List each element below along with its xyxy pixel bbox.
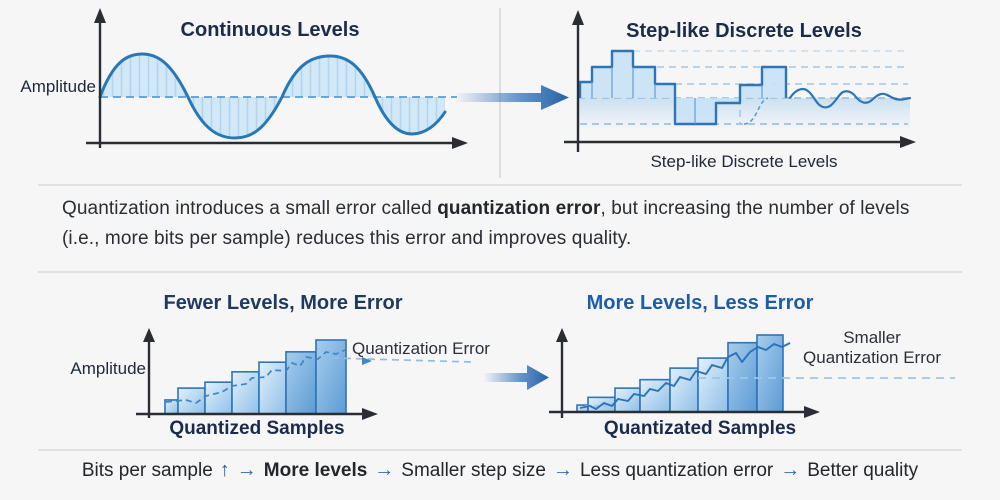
explanation-line-2: (i.e., more bits per sample) reduces thi… <box>62 228 632 249</box>
step-levels-panel <box>564 10 916 152</box>
fewer-levels-panel <box>136 328 473 420</box>
takeaway-row: Bits per sample ↑ → More levels → Smalle… <box>0 459 1000 482</box>
y-axis-arrowhead <box>572 10 584 25</box>
x-axis-arrowhead <box>900 136 916 148</box>
section-dividers <box>38 8 962 451</box>
step-levels-x-label: Step-like Discrete Levels <box>650 152 838 171</box>
sine-wave <box>98 52 447 140</box>
quantization-error-term: quantization error <box>437 198 601 219</box>
takeaway-more-levels: More levels <box>263 459 368 481</box>
transform-arrow-bottom <box>483 365 549 390</box>
bar <box>315 339 347 415</box>
quantized-samples-label: Quantized Samples <box>169 418 345 439</box>
signal-line-zigzag <box>579 342 791 410</box>
up-arrow-icon: ↑ <box>219 459 230 481</box>
amplitude-label-top: Amplitude <box>20 77 96 96</box>
continuous-levels-title: Continuous Levels <box>180 19 360 41</box>
explanation-line1-post: , but increasing the number of levels <box>600 198 910 219</box>
explanation-line1-pre: Quantization introduces a small error ca… <box>62 198 438 219</box>
right-arrow-icon: → <box>780 459 801 481</box>
smaller-annotation-line2: Quantization Error <box>803 348 941 367</box>
right-arrow-icon: → <box>374 459 395 481</box>
takeaway-bits-per-sample: Bits per sample <box>81 459 213 481</box>
step-separators <box>591 67 763 124</box>
right-arrow-icon: → <box>552 459 573 481</box>
takeaway-smaller-step-size: Smaller step size <box>401 459 546 481</box>
axes-top-left <box>86 18 452 148</box>
axes-top-right <box>564 20 900 152</box>
bar <box>204 381 233 415</box>
y-axis-arrowhead <box>94 8 106 23</box>
transform-arrow-top <box>455 85 569 110</box>
haze-fill <box>578 98 910 130</box>
x-axis-arrowhead <box>452 137 468 149</box>
step-outline <box>578 49 788 126</box>
fewer-levels-bars <box>164 339 347 415</box>
x-axis-arrowhead <box>804 406 820 418</box>
decaying-wave <box>788 87 912 109</box>
quantization-error-annotation: Quantization Error <box>352 339 490 358</box>
more-levels-panel <box>549 328 955 418</box>
right-arrow-icon: → <box>236 459 257 481</box>
signal-line-dashed <box>165 349 346 404</box>
explanation-line-1: Quantization introduces a small error ca… <box>62 198 942 220</box>
axes-bottom-right <box>549 338 804 418</box>
y-axis-arrowhead <box>143 328 155 342</box>
bar <box>258 361 287 415</box>
axes-bottom-left <box>136 338 362 418</box>
quantizated-samples-label: Quantizated Samples <box>603 418 797 439</box>
more-levels-bars <box>576 334 784 413</box>
x-axis-arrowhead <box>362 408 378 420</box>
bar <box>285 351 317 415</box>
bar <box>231 371 260 415</box>
more-levels-title: More Levels, Less Error <box>586 292 814 314</box>
step-levels-title: Step-like Discrete Levels <box>626 20 862 42</box>
amplitude-label-bottom: Amplitude <box>70 359 146 378</box>
takeaway-less-quantization-error: Less quantization error <box>579 459 774 481</box>
continuous-wave-panel <box>86 8 468 149</box>
smaller-annotation-line1: Smaller <box>843 328 901 347</box>
fewer-levels-title: Fewer Levels, More Error <box>163 292 403 314</box>
step-fill <box>580 51 786 124</box>
takeaway-better-quality: Better quality <box>807 459 919 481</box>
error-line-arrowhead <box>362 357 372 365</box>
wave-fill <box>100 54 445 138</box>
y-axis-arrowhead <box>556 328 568 342</box>
